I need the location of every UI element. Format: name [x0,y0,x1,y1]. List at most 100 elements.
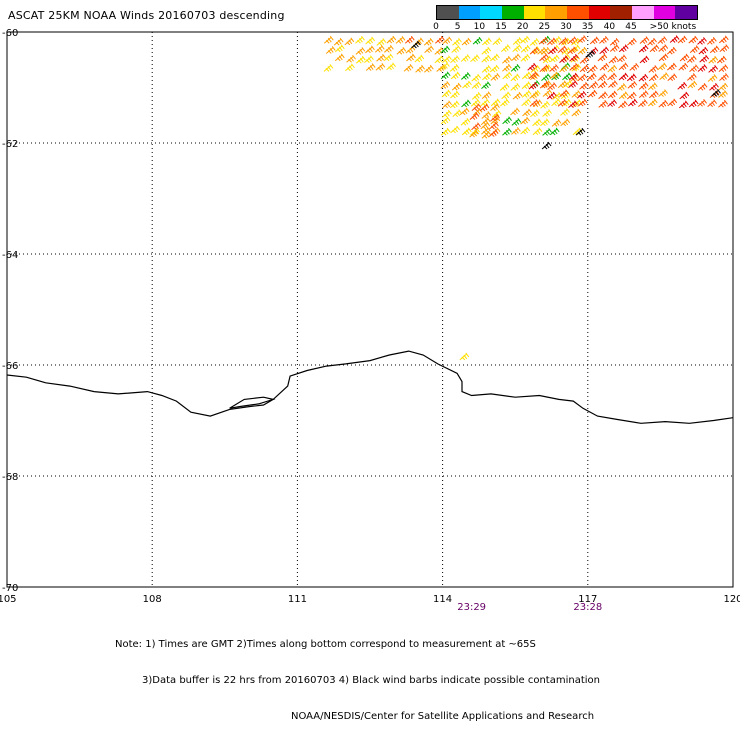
wind-barb [647,82,658,91]
wind-barb [490,98,501,107]
legend-swatch [610,6,633,19]
wind-barb [608,55,619,64]
color-scale-bar [436,5,698,20]
wind-barb [471,103,482,112]
wind-barb [638,73,649,82]
legend-tick-label: 25 [538,22,551,32]
contaminated-wind-barb [411,40,421,49]
wind-barb [639,55,650,64]
wind-barb [423,64,434,73]
wind-barb [618,72,629,81]
wind-barb [355,55,366,64]
wind-barb [461,127,472,136]
wind-barb [459,107,470,116]
wind-barb [334,44,345,53]
wind-barb [502,55,512,64]
wind-barb [718,90,728,98]
wind-barb [542,89,553,97]
wind-barb [530,65,541,73]
wind-barb [442,109,452,118]
wind-barb [538,36,549,45]
wind-barb [511,118,522,126]
wind-barb [577,35,588,43]
wind-barb [540,47,551,55]
wind-barb [424,45,434,54]
wind-barb [452,37,462,46]
wind-barb [617,54,627,63]
wind-barb [719,44,730,52]
wind-barb [529,91,539,99]
wind-barb [461,99,471,108]
wind-barb [540,118,550,127]
wind-barb [677,81,688,90]
wind-barb [716,55,727,64]
wind-barb [638,44,649,53]
wind-barb [528,81,539,90]
wind-barb [442,100,453,109]
wind-barb [471,92,482,100]
wind-barb [481,111,492,119]
wind-barb [560,62,571,71]
wind-barb [482,37,492,46]
wind-barb [688,35,699,44]
wind-barb [697,37,707,45]
wind-barb [441,89,452,98]
wind-barb [638,99,648,107]
wind-barb [599,46,610,55]
wind-barb [365,45,375,54]
wind-barb [678,100,689,109]
wind-barb [345,63,355,72]
wind-barb [502,71,513,80]
wind-barb [647,98,658,107]
wind-barb [708,55,719,64]
wind-barb [539,53,549,62]
legend-swatch [480,6,503,19]
wind-barb [481,81,491,90]
wind-barb [520,53,531,62]
wind-barb [442,36,453,45]
wind-barb [587,64,598,73]
wind-barb [549,71,560,80]
wind-barb [383,53,394,62]
wind-barb [386,35,397,44]
wind-barb [542,128,552,136]
map-frame [6,31,734,588]
contaminated-wind-barb [585,50,596,58]
wind-barb [659,72,670,80]
wind-barb [490,103,500,112]
wind-barb [539,80,550,89]
y-tick-label: -60 [2,28,18,39]
wind-barb [707,74,718,82]
wind-barb [559,89,569,98]
wind-barb [589,36,600,45]
wind-barb [480,121,491,130]
wind-barb [609,37,620,46]
wind-barb [577,98,588,107]
y-tick-label: -66 [2,361,18,372]
legend-swatch [567,6,589,19]
wind-barb [481,126,491,135]
wind-barb [627,80,638,89]
wind-barb [459,352,470,361]
x-tick-label: 108 [143,594,162,605]
note-line-2: 3)Data buffer is 22 hrs from 20160703 4)… [142,675,600,686]
wind-barb [542,55,553,64]
wind-barb [502,127,512,136]
wind-barb [571,90,582,98]
wind-barb [510,64,521,72]
wind-barb [627,98,638,107]
wind-barb [510,107,520,116]
wind-barb [440,45,450,54]
wind-barb [489,64,500,73]
wind-barb [569,63,580,71]
legend-tick-label: 15 [495,22,507,32]
wind-barb [542,109,552,117]
wind-barb [607,72,617,81]
wind-barb [355,47,366,55]
wind-barb [481,130,492,139]
wind-barb [626,73,637,82]
wind-barb [598,91,608,100]
wind-barb [375,63,386,71]
wind-barb [697,99,707,107]
legend-swatch [437,6,459,19]
